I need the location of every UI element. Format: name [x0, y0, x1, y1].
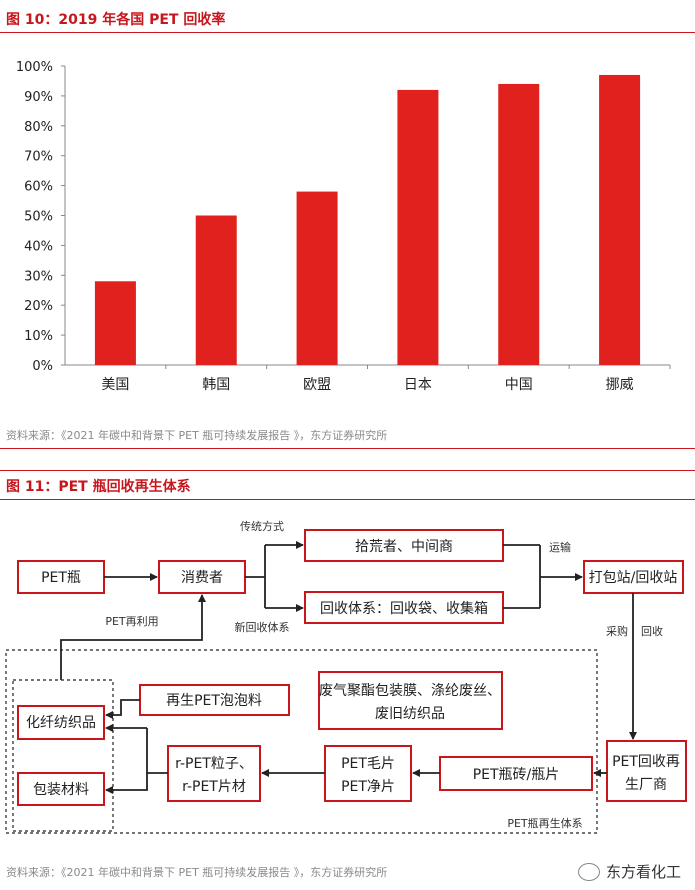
recycling-diagram: PET瓶 消费者 拾荒者、中间商 回收体系：回收袋、收集箱 打包站/回收站 PE… [5, 519, 687, 834]
pet-system-boundary [5, 649, 598, 834]
label-traditional: 传统方式 [240, 519, 284, 533]
bar [599, 74, 641, 365]
fig10-bottom-rule [0, 448, 695, 449]
bar [397, 89, 439, 366]
x-tick-label: 欧盟 [303, 377, 331, 393]
node-rpet-label-1: r-PET粒子、 [175, 756, 253, 772]
node-waste [318, 671, 503, 730]
node-packaging [17, 772, 105, 806]
node-scavenger-label: 拾荒者、中间商 [355, 539, 453, 555]
node-waste-label-1: 废气聚酯包装膜、涤纶废丝、 [319, 683, 501, 699]
label-purchase: 采购 [606, 624, 628, 638]
product-group-boundary [12, 679, 114, 832]
label-inner-system: PET瓶再生体系 [507, 816, 582, 830]
y-tick-label: 40% [24, 239, 53, 254]
node-regen-plant-label-2: 生厂商 [625, 777, 667, 793]
label-transport: 运输 [549, 540, 571, 554]
arrow-foam-fiber [105, 699, 140, 719]
bar-chart: 0% 10% 20% 30% 40% 50% 60% 70% 80% 90% 100% 美国 韩国 欧盟 日… [16, 60, 671, 393]
node-recycle-system [304, 591, 504, 624]
node-consumer-label: 消费者 [181, 570, 223, 586]
x-tick-label: 中国 [505, 377, 533, 393]
fig10-source: 资料来源：《2021 年碳中和背景下 PET 瓶可持续发展报告 》，东方证券研究… [6, 429, 388, 442]
arrow-reuse-loop [60, 594, 206, 680]
node-recycle-system-label: 回收体系：回收袋、收集箱 [320, 600, 488, 617]
node-consumer [158, 560, 246, 594]
x-tick-label: 美国 [101, 377, 129, 393]
node-fiber [17, 705, 105, 740]
node-flake-label-2: PET净片 [341, 779, 395, 795]
label-reuse: PET再利用 [105, 615, 158, 628]
node-scavenger [304, 529, 504, 562]
node-waste-label-2: 废旧纺织品 [375, 706, 445, 722]
node-regen-plant [606, 740, 687, 802]
y-tick-label: 50% [24, 210, 53, 225]
y-tick-label: 0% [32, 359, 53, 374]
node-flake [324, 745, 412, 802]
bar [195, 215, 237, 365]
fig10-title: 图 10：2019 年各国 PET 回收率 [6, 12, 226, 28]
y-tick-label: 70% [24, 150, 53, 165]
fig11-title: 图 11：PET 瓶回收再生体系 [6, 479, 191, 495]
x-tick-label: 韩国 [202, 377, 230, 393]
watermark-text: 东方看化工 [605, 863, 681, 881]
y-tick-label: 20% [24, 299, 53, 314]
x-tick-label: 挪威 [606, 377, 634, 393]
fig10-title-rule [0, 32, 695, 33]
arrow-rpet-packaging [105, 773, 148, 794]
bar [498, 83, 540, 365]
node-brick-label: PET瓶砖/瓶片 [473, 767, 560, 783]
node-station [583, 560, 684, 594]
bar [296, 191, 338, 365]
label-new-system: 新回收体系 [235, 620, 290, 634]
y-tick-label: 90% [24, 90, 53, 105]
node-station-label: 打包站/回收站 [589, 569, 678, 586]
fig11-title-underline [0, 499, 695, 500]
x-tick-label: 日本 [404, 377, 432, 393]
y-tick-label: 100% [16, 60, 53, 75]
y-tick-label: 60% [24, 180, 53, 195]
node-foam [139, 684, 290, 716]
node-pet-bottle-label: PET瓶 [41, 570, 81, 586]
node-packaging-label: 包装材料 [33, 782, 89, 798]
node-rpet-label-2: r-PET片材 [182, 779, 246, 795]
node-fiber-label: 化纤纺织品 [26, 715, 96, 731]
node-regen-plant-label-1: PET回收再 [612, 754, 680, 770]
node-flake-label-1: PET毛片 [341, 756, 395, 772]
y-tick-label: 10% [24, 329, 53, 344]
node-brick [439, 756, 593, 791]
wechat-icon [577, 862, 600, 881]
node-foam-label: 再生PET泡泡料 [166, 693, 262, 709]
fig11-source: 资料来源：《2021 年碳中和背景下 PET 瓶可持续发展报告 》，东方证券研究… [6, 866, 388, 879]
watermark: 东方看化工 [577, 861, 681, 882]
y-tick-label: 80% [24, 120, 53, 135]
fig11-title-rule [0, 470, 695, 471]
bar [94, 281, 136, 365]
arrow-rpet-products-trunk [146, 728, 168, 774]
label-recover: 回收 [641, 624, 663, 638]
y-tick-label: 30% [24, 269, 53, 284]
